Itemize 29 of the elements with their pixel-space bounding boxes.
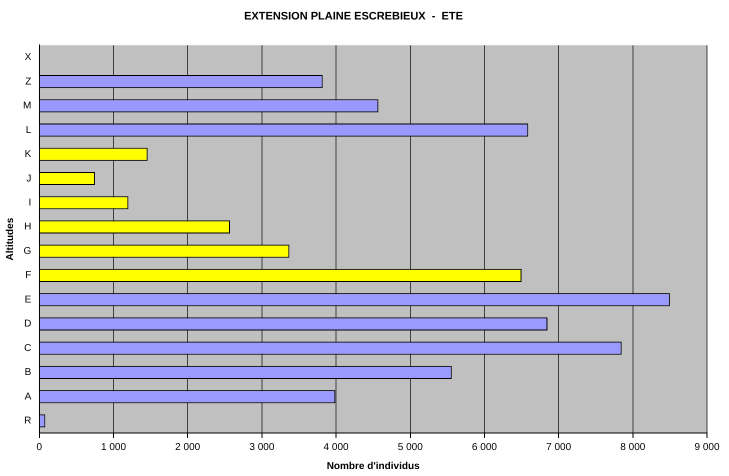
x-axis-title: Nombre d'individus [326, 460, 420, 472]
y-tick-label: F [25, 270, 32, 282]
y-tick-label: I [28, 197, 32, 208]
y-tick-label: G [24, 246, 32, 257]
y-tick-label: M [22, 100, 32, 112]
x-tick-label: 1 000 [101, 442, 126, 453]
x-tick-label: 4 000 [324, 442, 350, 453]
x-tick-label: 9 000 [694, 442, 720, 453]
y-tick-label: H [24, 222, 32, 233]
y-axis-title: Altitudes [4, 217, 16, 260]
x-tick-label: 5 000 [398, 442, 424, 453]
y-tick-label: J [26, 173, 32, 184]
y-tick-label: Z [25, 76, 32, 88]
y-tick-label: X [24, 52, 32, 64]
y-tick-label: B [24, 367, 32, 378]
x-tick-label: 3 000 [249, 442, 275, 453]
y-tick-label: L [26, 124, 32, 136]
x-tick-label: 6 000 [472, 442, 498, 453]
x-tick-label: 8 000 [620, 442, 646, 453]
chart-title: EXTENSION PLAINE ESCREBIEUX - ETE [244, 10, 463, 23]
x-tick-label: 0 [36, 442, 43, 453]
y-tick-label: C [24, 342, 32, 354]
x-tick-label: 7 000 [546, 442, 572, 453]
x-tick-label: 2 000 [175, 442, 201, 453]
y-tick-label: E [24, 294, 32, 306]
y-tick-label: K [24, 149, 32, 160]
y-tick-label: R [24, 416, 32, 427]
y-tick-label: A [24, 391, 32, 402]
y-tick-label: D [24, 318, 32, 330]
